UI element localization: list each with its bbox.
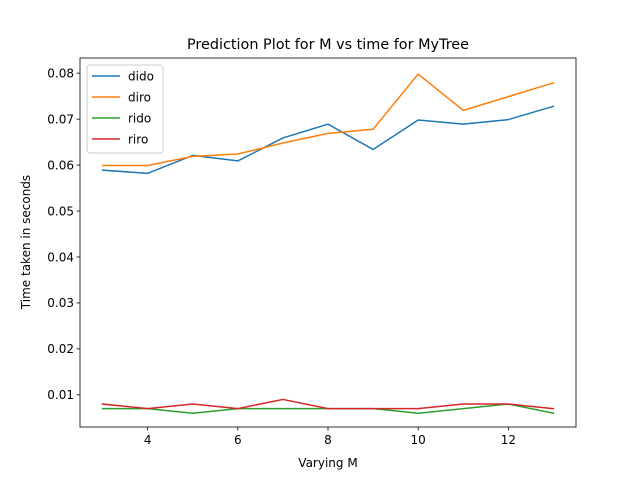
legend: dido diro rido riro xyxy=(86,64,164,154)
series-line-riro xyxy=(101,398,555,410)
y-tick-label: 0.02 xyxy=(47,342,74,356)
x-tick-label: 8 xyxy=(324,433,332,447)
x-axis-label: Varying M xyxy=(298,456,357,470)
legend-label-rido: rido xyxy=(128,111,151,125)
legend-box xyxy=(86,64,164,154)
x-tick-label: 10 xyxy=(411,433,426,447)
y-tick-label: 0.07 xyxy=(47,112,74,126)
y-tick-label: 0.01 xyxy=(47,388,74,402)
series-line-diro xyxy=(101,73,555,167)
series-line-dido xyxy=(101,105,555,175)
ticks: 4 6 8 10 12 0.01 0.02 0.03 0.04 0.05 0.06 0.07 0.08 xyxy=(47,66,516,447)
plot-area xyxy=(101,73,555,415)
y-tick-label: 0.06 xyxy=(47,158,74,172)
legend-label-diro: diro xyxy=(128,90,151,104)
x-tick-label: 12 xyxy=(501,433,516,447)
y-tick-label: 0.04 xyxy=(47,250,74,264)
y-tick-label: 0.08 xyxy=(47,66,74,80)
chart-title: Prediction Plot for M vs time for MyTree xyxy=(187,37,469,53)
legend-label-riro: riro xyxy=(128,132,148,146)
x-tick-label: 6 xyxy=(234,433,242,447)
y-axis-label: Time taken in seconds xyxy=(19,175,33,310)
x-tick-label: 4 xyxy=(144,433,152,447)
legend-label-dido: dido xyxy=(128,69,154,83)
y-tick-label: 0.03 xyxy=(47,296,74,310)
y-tick-label: 0.05 xyxy=(47,204,74,218)
